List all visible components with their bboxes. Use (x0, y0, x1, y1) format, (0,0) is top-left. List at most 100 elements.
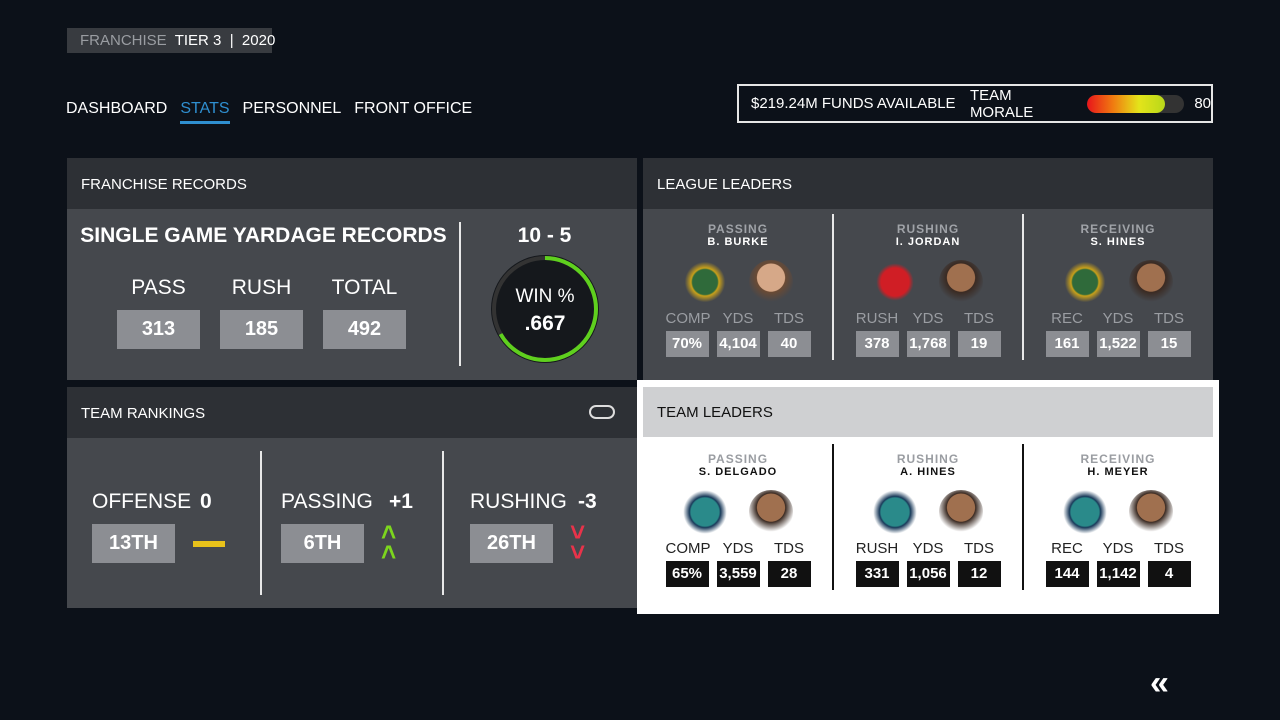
ranking-label: OFFENSE (92, 490, 192, 513)
player-portrait (749, 490, 793, 534)
leader-name: A. HINES (900, 466, 956, 478)
stat-label: RUSH (855, 540, 899, 557)
funds-available: $219.24M FUNDS AVAILABLE (751, 95, 956, 112)
stat-label: TDS (774, 540, 804, 557)
divider (1022, 214, 1024, 360)
records-subtitle: SINGLE GAME YARDAGE RECORDS (80, 224, 447, 247)
leader-category: PASSING (707, 222, 769, 236)
panel-title: LEAGUE LEADERS (643, 158, 1213, 209)
stat-value: 40 (767, 331, 811, 357)
stat-value: 1,522 (1096, 331, 1140, 357)
stat-label: YDS (912, 310, 944, 327)
leader-group[interactable]: PASSING S. DELGADO COMP YDS TDS 65% 3,559 28 (643, 452, 833, 587)
stat-value: 19 (957, 331, 1001, 357)
outlaw-logo-icon (873, 260, 917, 304)
stat-value: 378 (855, 331, 899, 357)
stat-value: 12 (957, 561, 1001, 587)
tab-personnel[interactable]: PERSONNEL (242, 100, 342, 117)
stat-value: 144 (1045, 561, 1089, 587)
player-portrait (939, 260, 983, 304)
ranking-change: +1 (389, 490, 413, 513)
player-portrait (1129, 490, 1173, 534)
leader-group[interactable]: RECEIVING S. HINES REC YDS TDS 161 1,522 15 (1023, 222, 1213, 357)
stat-value: 4 (1147, 561, 1191, 587)
win-label: WIN % (515, 286, 575, 307)
leader-name: S. HINES (1090, 236, 1146, 248)
records-stats: PASS 313 RUSH 185 TOTAL 492 (117, 276, 406, 349)
leader-category: RUSHING (896, 222, 960, 236)
divider (260, 451, 262, 595)
bear-logo-icon (1063, 490, 1107, 534)
ranking-label: RUSHING (470, 490, 567, 513)
stat-value: 4,104 (716, 331, 760, 357)
morale-label: TEAM MORALE (969, 86, 1034, 121)
stat-label: COMP (665, 540, 711, 557)
stat-label: PASS (131, 276, 186, 299)
stat-label: TDS (964, 540, 994, 557)
rank-up-icon: ˄ ˄ (381, 517, 397, 567)
panel-title: FRANCHISE RECORDS (67, 158, 637, 209)
ranking-value: 26TH (470, 524, 553, 563)
leader-group[interactable]: PASSING B. BURKE COMP YDS TDS 70% 4,104 40 (643, 222, 833, 357)
ranking-change: 0 (200, 490, 212, 513)
stat-label: YDS (722, 540, 754, 557)
player-portrait (939, 490, 983, 534)
divider (1022, 444, 1024, 590)
player-portrait (1129, 260, 1173, 304)
panel-title: TEAM LEADERS (643, 387, 1213, 437)
stat-value: 1,142 (1096, 561, 1140, 587)
stat-value: 185 (220, 310, 303, 349)
tab-front-office[interactable]: FRONT OFFICE (354, 100, 473, 117)
player-portrait (749, 260, 793, 304)
leader-category: RUSHING (896, 452, 960, 466)
leader-group[interactable]: RECEIVING H. MEYER REC YDS TDS 144 1,142 4 (1023, 452, 1213, 587)
panel-title: TEAM RANKINGS (67, 387, 637, 438)
leader-category: PASSING (707, 452, 769, 466)
stat-label: YDS (912, 540, 944, 557)
lumberjack-logo-icon (1063, 260, 1107, 304)
leader-group[interactable]: RUSHING I. JORDAN RUSH YDS TDS 378 1,768 19 (833, 222, 1023, 357)
stat-value: 492 (323, 310, 406, 349)
leader-group[interactable]: RUSHING A. HINES RUSH YDS TDS 331 1,056 12 (833, 452, 1023, 587)
lumberjack-logo-icon (683, 260, 727, 304)
stat-label: TDS (964, 310, 994, 327)
stat-value: 161 (1045, 331, 1089, 357)
no-change-icon (193, 541, 225, 547)
stat-label: TDS (774, 310, 804, 327)
team-record: 10 - 5 (517, 224, 572, 247)
status-box: $219.24M FUNDS AVAILABLE TEAM MORALE 80 (737, 84, 1213, 123)
divider (832, 214, 834, 360)
win-pct-ring (491, 255, 599, 363)
stat-label: TOTAL (331, 276, 398, 299)
stat-value: 1,768 (906, 331, 950, 357)
ranking-offense: OFFENSE 0 13TH (92, 490, 225, 563)
bear-logo-icon (683, 490, 727, 534)
win-value: .667 (524, 312, 566, 335)
bear-logo-icon (873, 490, 917, 534)
franchise-tag: FRANCHISE TIER 3 | 2020 (67, 28, 275, 53)
stat-value: 331 (855, 561, 899, 587)
team-leaders-panel: TEAM LEADERS PASSING S. DELGADO COMP YDS T… (637, 380, 1219, 614)
leader-name: H. MEYER (1087, 466, 1149, 478)
tab-stats[interactable]: STATS (180, 100, 230, 124)
ranking-value: 6TH (281, 524, 364, 563)
morale-bar (1086, 94, 1185, 113)
back-chevrons-icon[interactable]: « (1150, 664, 1169, 702)
leader-name: S. DELGADO (698, 466, 778, 478)
stat-label: REC (1051, 310, 1083, 327)
toggle-view-icon[interactable] (589, 405, 615, 419)
divider (832, 444, 834, 590)
divider (459, 222, 461, 366)
stat-label: REC (1051, 540, 1083, 557)
leader-name: I. JORDAN (895, 236, 961, 248)
leader-category: RECEIVING (1080, 452, 1156, 466)
stat-value: 1,056 (906, 561, 950, 587)
stat-label: TDS (1154, 310, 1184, 327)
stat-value: 28 (767, 561, 811, 587)
ranking-change: -3 (578, 490, 597, 513)
ranking-rushing: RUSHING -3 26TH ˅ ˅ (470, 490, 597, 565)
stat-label: RUSH (231, 276, 292, 299)
stat-label: TDS (1154, 540, 1184, 557)
stat-label: YDS (1102, 310, 1134, 327)
tab-dashboard[interactable]: DASHBOARD (66, 100, 168, 117)
